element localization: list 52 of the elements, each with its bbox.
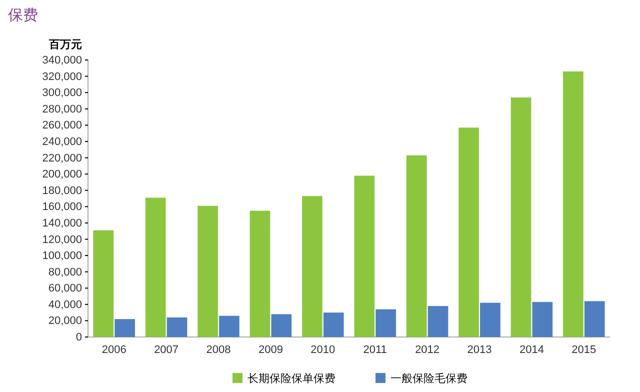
- y-tick-label: 100,000: [42, 250, 82, 262]
- x-tick-label: 2015: [572, 344, 596, 356]
- x-tick-label: 2014: [519, 344, 544, 356]
- bar: [93, 230, 114, 337]
- chart-title: 保费: [8, 6, 38, 24]
- x-tick-label: 2012: [415, 344, 440, 356]
- x-tick-label: 2009: [258, 344, 283, 356]
- y-tick-label: 80,000: [48, 266, 82, 278]
- y-tick-label: 120,000: [42, 234, 82, 246]
- y-tick-label: 220,000: [42, 152, 82, 164]
- bar: [584, 301, 605, 337]
- x-tick-label: 2008: [206, 344, 231, 356]
- y-tick-label: 0: [76, 332, 82, 344]
- bar: [271, 314, 292, 337]
- y-tick-label: 60,000: [48, 282, 82, 295]
- bar: [323, 312, 344, 337]
- legend-label: 长期保险保单保费: [248, 372, 336, 385]
- y-tick-label: 20,000: [48, 315, 82, 328]
- x-tick-label: 2007: [154, 344, 179, 356]
- x-tick-label: 2006: [102, 344, 126, 356]
- y-tick-label: 340,000: [42, 54, 82, 67]
- bar: [145, 198, 166, 337]
- bar: [480, 302, 500, 337]
- bar: [532, 302, 553, 337]
- bar: [510, 97, 532, 337]
- y-tick-label: 200,000: [42, 168, 82, 181]
- bar: [114, 319, 135, 337]
- bar: [198, 206, 218, 337]
- bar: [563, 71, 584, 337]
- y-tick-label: 240,000: [42, 136, 82, 148]
- x-tick-label: 2013: [467, 344, 492, 356]
- y-tick-label: 280,000: [42, 103, 82, 116]
- legend-label: 一般保险毛保费: [390, 372, 468, 385]
- bar: [354, 176, 375, 337]
- y-tick-label: 300,000: [42, 87, 82, 100]
- y-tick-label: 320,000: [42, 70, 82, 83]
- bar: [376, 309, 396, 337]
- bar: [302, 196, 322, 337]
- y-tick-label: 40,000: [48, 298, 82, 311]
- y-tick-label: 140,000: [42, 217, 82, 230]
- bar: [166, 317, 188, 337]
- y-tick-label: 180,000: [42, 184, 82, 197]
- bar: [406, 155, 427, 337]
- y-tick-label: 260,000: [42, 120, 82, 132]
- bar: [219, 316, 240, 337]
- x-tick-label: 2011: [363, 344, 387, 356]
- y-tick-label: 160,000: [42, 201, 82, 214]
- x-tick-label: 2010: [310, 344, 336, 356]
- bar: [250, 210, 270, 337]
- bar: [428, 306, 448, 337]
- bar: [458, 128, 479, 337]
- y-axis-title: 百万元: [48, 38, 82, 51]
